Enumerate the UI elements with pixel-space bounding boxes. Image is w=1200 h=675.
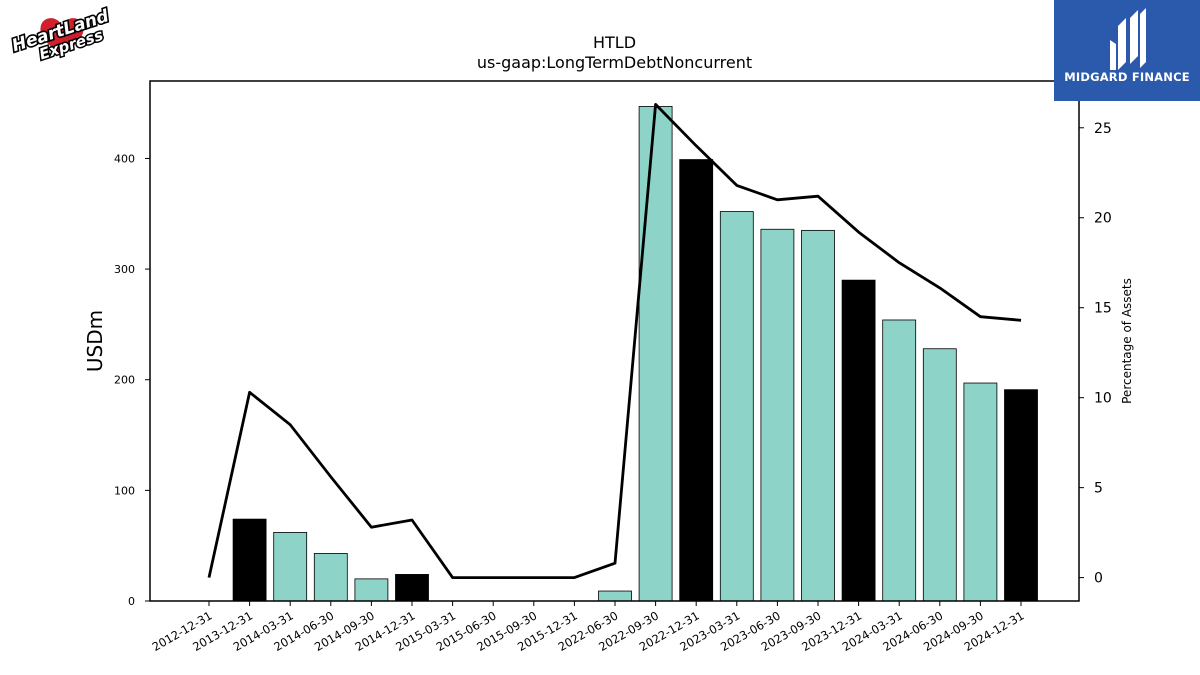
bar-2023-09-30 xyxy=(801,229,835,602)
y2-tick-label: 15 xyxy=(1094,301,1112,317)
bar-2023-03-31 xyxy=(719,211,754,602)
heartland-express-logo: HeartLand Express xyxy=(4,4,120,64)
y-axis-ticks: 0 100 200 300 400 xyxy=(114,152,150,608)
bar-2013-12-31 xyxy=(232,518,267,602)
bar-2022-12-31 xyxy=(679,159,714,602)
y-tick-label: 100 xyxy=(114,484,135,497)
bar-2014-12-31 xyxy=(395,574,429,602)
bars-layer xyxy=(232,106,1038,602)
y2-axis-ticks: 0 5 10 15 20 25 xyxy=(1079,121,1112,587)
y-tick-label: 400 xyxy=(114,152,135,165)
y-axis-label: USDm xyxy=(83,310,107,372)
y-tick-label: 0 xyxy=(128,595,135,608)
bar-2024-06-30 xyxy=(922,348,957,602)
x-axis-ticks: 2012-12-312013-12-312014-03-312014-06-30… xyxy=(150,601,1027,654)
series-line-percentage-of-assets xyxy=(207,103,1022,579)
bar-2023-12-31 xyxy=(841,279,876,602)
chart-subtitle: us-gaap:LongTermDebtNoncurrent xyxy=(477,53,752,72)
y2-tick-label: 25 xyxy=(1094,121,1112,137)
y2-tick-label: 5 xyxy=(1094,481,1103,497)
bar-2023-06-30 xyxy=(760,228,795,602)
bar-2014-06-30 xyxy=(313,553,348,602)
chart-title: HTLD xyxy=(593,33,636,52)
bar-2024-12-31 xyxy=(1004,389,1038,602)
bar-2014-03-31 xyxy=(273,532,308,602)
y-tick-label: 200 xyxy=(114,374,135,387)
midgard-finance-logo: MIDGARD FINANCE xyxy=(1054,0,1200,101)
y2-tick-label: 20 xyxy=(1094,211,1112,227)
bar-2022-09-30 xyxy=(638,106,673,602)
bar-2014-09-30 xyxy=(354,578,389,602)
y2-tick-label: 0 xyxy=(1094,571,1103,587)
midgard-mark-icon xyxy=(1110,8,1146,70)
heart-icon xyxy=(38,16,86,57)
line-layer xyxy=(207,103,1022,579)
logo-right-label: MIDGARD FINANCE xyxy=(1064,70,1190,84)
bar-2024-09-30 xyxy=(963,382,998,602)
y-tick-label: 300 xyxy=(114,263,135,276)
bar-2024-03-31 xyxy=(882,319,917,602)
y2-tick-label: 10 xyxy=(1094,391,1112,407)
bar-2022-06-30 xyxy=(598,590,632,602)
y2-axis-label: Percentage of Assets xyxy=(1120,278,1134,404)
